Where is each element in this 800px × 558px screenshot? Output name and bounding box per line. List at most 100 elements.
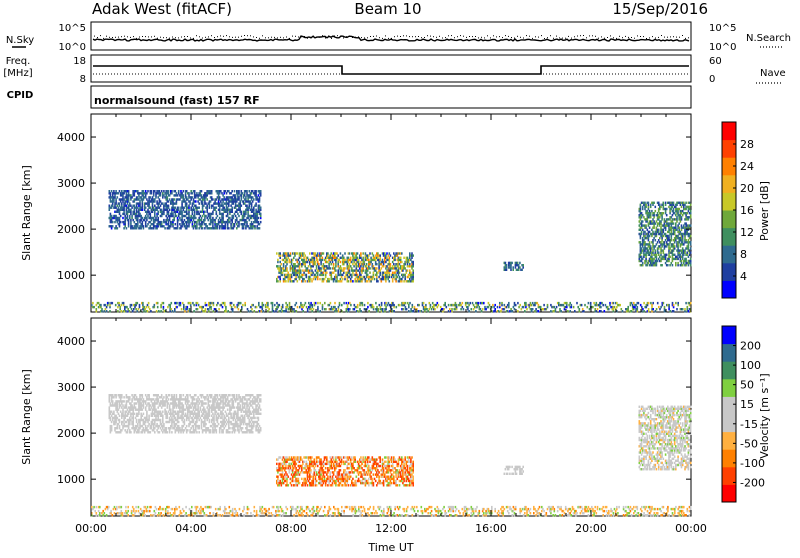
range-cell xyxy=(547,304,549,306)
range-cell xyxy=(139,213,141,215)
range-cell xyxy=(287,304,289,306)
y-tick-label: 2000 xyxy=(57,223,85,236)
range-cell xyxy=(290,252,292,254)
range-cell xyxy=(399,276,401,278)
nsearch-point xyxy=(331,38,332,39)
nsearch-point xyxy=(406,35,407,36)
range-cell xyxy=(673,249,675,251)
range-cell xyxy=(648,302,650,304)
range-cell xyxy=(349,272,351,274)
nsearch-tick-top: 10^5 xyxy=(709,23,736,34)
range-cell xyxy=(145,223,147,225)
range-cell xyxy=(260,215,262,217)
nsearch-point xyxy=(688,37,689,38)
range-cell xyxy=(258,221,260,223)
range-cell xyxy=(121,310,123,312)
range-cell xyxy=(404,278,406,280)
range-cell xyxy=(142,302,144,304)
nsearch-point xyxy=(661,35,662,36)
range-cell xyxy=(401,280,403,282)
range-cell xyxy=(326,265,328,267)
range-cell xyxy=(169,209,171,211)
range-cell xyxy=(290,269,292,271)
range-cell xyxy=(291,261,293,263)
nsearch-point xyxy=(100,35,101,36)
range-cell xyxy=(364,304,366,306)
range-cell xyxy=(146,213,148,215)
range-cell xyxy=(649,231,651,233)
range-cell xyxy=(656,262,658,264)
range-cell xyxy=(401,261,403,263)
range-cell xyxy=(377,252,379,254)
range-cell xyxy=(293,280,295,282)
range-cell xyxy=(112,394,114,396)
range-cell xyxy=(198,207,200,209)
nsearch-point xyxy=(286,37,287,38)
range-cell xyxy=(210,308,212,310)
range-cell xyxy=(143,427,145,429)
nsky-trace xyxy=(93,35,689,41)
range-cell xyxy=(366,263,368,265)
nsearch-point xyxy=(427,35,428,36)
range-cell xyxy=(237,213,239,215)
range-cell xyxy=(200,192,202,194)
range-cell xyxy=(186,209,188,211)
range-cell xyxy=(151,192,153,194)
range-cell xyxy=(169,406,171,408)
nsearch-point xyxy=(610,35,611,36)
range-cell xyxy=(663,249,665,251)
range-cell xyxy=(332,261,334,263)
range-cell xyxy=(123,213,125,215)
range-cell xyxy=(115,304,117,306)
range-cell xyxy=(283,263,285,265)
range-cell xyxy=(508,302,510,304)
range-cell xyxy=(351,274,353,276)
range-cell xyxy=(377,280,379,282)
nsearch-point xyxy=(109,37,110,38)
range-cell xyxy=(348,257,350,259)
range-cell xyxy=(120,221,122,223)
range-cell xyxy=(122,217,124,219)
range-cell xyxy=(584,304,586,306)
range-cell xyxy=(127,215,129,217)
nsearch-point xyxy=(424,37,425,38)
nsearch-point xyxy=(334,36,335,37)
range-cell xyxy=(661,239,663,241)
range-cell xyxy=(645,258,647,260)
range-cell xyxy=(201,190,203,192)
nsearch-point xyxy=(685,38,686,39)
range-cell xyxy=(111,427,113,429)
range-cell xyxy=(154,304,156,306)
range-cell xyxy=(181,225,183,227)
range-cell xyxy=(372,278,374,280)
range-cell xyxy=(294,263,296,265)
nsearch-point xyxy=(133,36,134,37)
nsearch-point xyxy=(529,36,530,37)
nsearch-point xyxy=(664,37,665,38)
nsearch-point xyxy=(586,37,587,38)
range-cell xyxy=(690,260,692,262)
nsearch-point xyxy=(493,35,494,36)
range-cell xyxy=(367,257,369,259)
range-cell xyxy=(109,396,111,398)
range-cell xyxy=(512,269,514,271)
range-cell xyxy=(128,198,130,200)
range-cell xyxy=(335,265,337,267)
range-cell xyxy=(160,205,162,207)
range-cell xyxy=(115,202,117,204)
range-cell xyxy=(651,247,653,249)
range-cell xyxy=(688,239,690,241)
range-cell xyxy=(366,265,368,267)
range-cell xyxy=(352,254,354,256)
range-cell xyxy=(677,262,679,264)
range-cell xyxy=(521,308,523,310)
nsearch-point xyxy=(439,36,440,37)
range-cell xyxy=(143,198,145,200)
range-cell xyxy=(677,302,679,304)
range-cell xyxy=(412,304,414,306)
range-cell xyxy=(358,261,360,263)
range-cell xyxy=(532,308,534,310)
range-cell xyxy=(284,254,286,256)
range-cell xyxy=(309,269,311,271)
range-cell xyxy=(641,306,643,308)
